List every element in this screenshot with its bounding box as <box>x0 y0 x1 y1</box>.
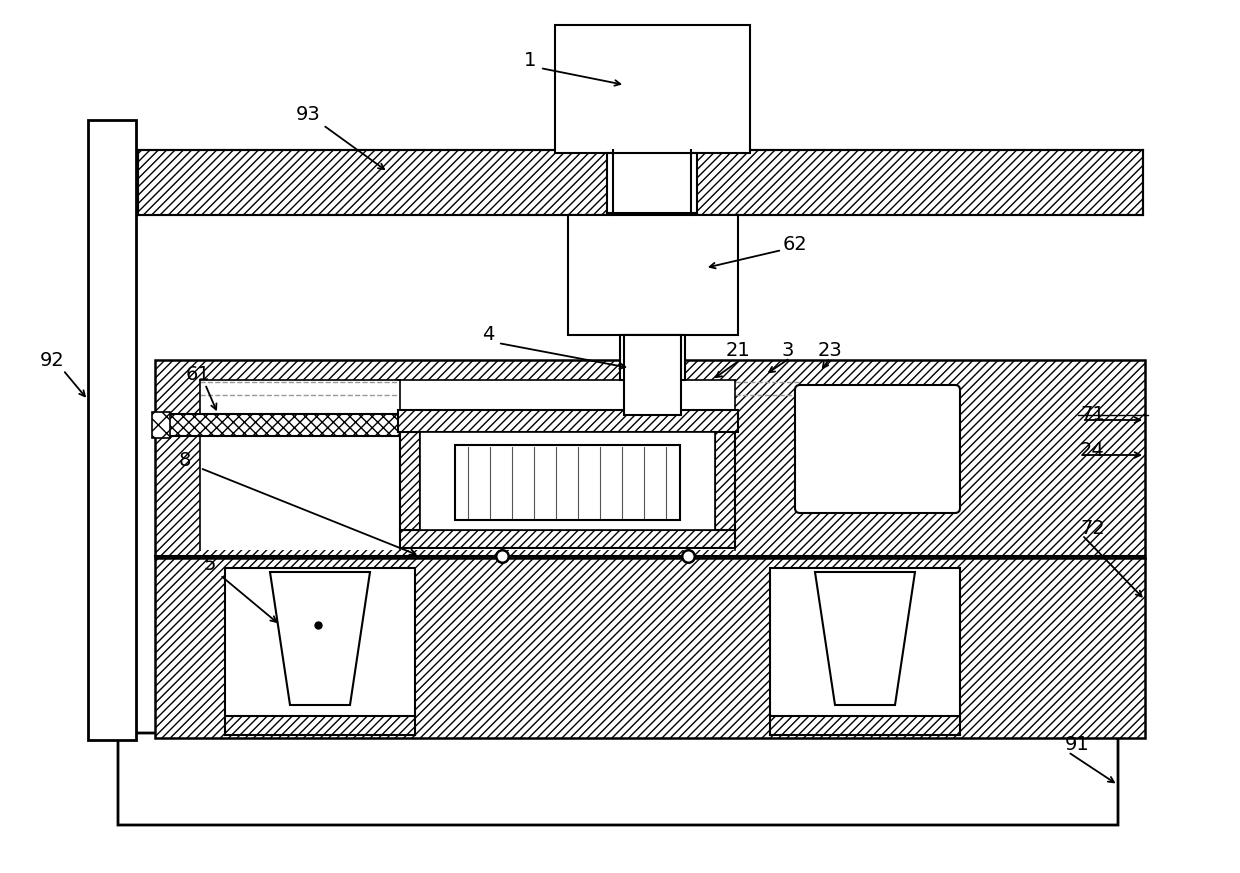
Bar <box>155 414 405 436</box>
Bar <box>620 335 684 380</box>
Text: 61: 61 <box>186 365 211 383</box>
Bar <box>88 120 136 740</box>
Text: 72: 72 <box>1080 519 1105 538</box>
Bar <box>155 360 1145 558</box>
Bar <box>153 412 170 438</box>
Text: 1: 1 <box>523 51 536 70</box>
Bar <box>401 430 420 530</box>
Bar <box>455 445 680 520</box>
Polygon shape <box>270 572 370 705</box>
Text: 3: 3 <box>781 340 794 360</box>
Bar <box>608 153 697 213</box>
Text: 93: 93 <box>295 106 320 125</box>
Text: 62: 62 <box>782 236 807 255</box>
Text: 23: 23 <box>817 340 842 360</box>
Bar <box>398 410 738 432</box>
Bar <box>568 215 738 335</box>
Bar <box>401 530 735 548</box>
Bar <box>613 150 691 215</box>
Bar <box>224 568 415 716</box>
Polygon shape <box>815 572 915 705</box>
Text: 8: 8 <box>179 450 191 470</box>
Text: 91: 91 <box>1065 735 1090 754</box>
Bar <box>138 150 613 215</box>
Text: 5: 5 <box>203 555 216 574</box>
Bar <box>770 568 960 716</box>
Text: 4: 4 <box>482 326 495 345</box>
Text: 71: 71 <box>1080 405 1105 424</box>
Bar <box>715 430 735 530</box>
FancyBboxPatch shape <box>795 385 960 513</box>
Bar <box>663 150 1143 215</box>
Bar <box>800 390 955 508</box>
Text: 21: 21 <box>725 340 750 360</box>
Bar <box>155 558 1145 738</box>
Bar <box>624 335 681 415</box>
FancyBboxPatch shape <box>118 733 1118 825</box>
Bar <box>556 25 750 153</box>
Bar <box>200 380 401 550</box>
Text: 92: 92 <box>40 350 64 369</box>
Bar <box>420 432 715 530</box>
Bar <box>398 380 735 550</box>
Text: 24: 24 <box>1080 441 1105 459</box>
